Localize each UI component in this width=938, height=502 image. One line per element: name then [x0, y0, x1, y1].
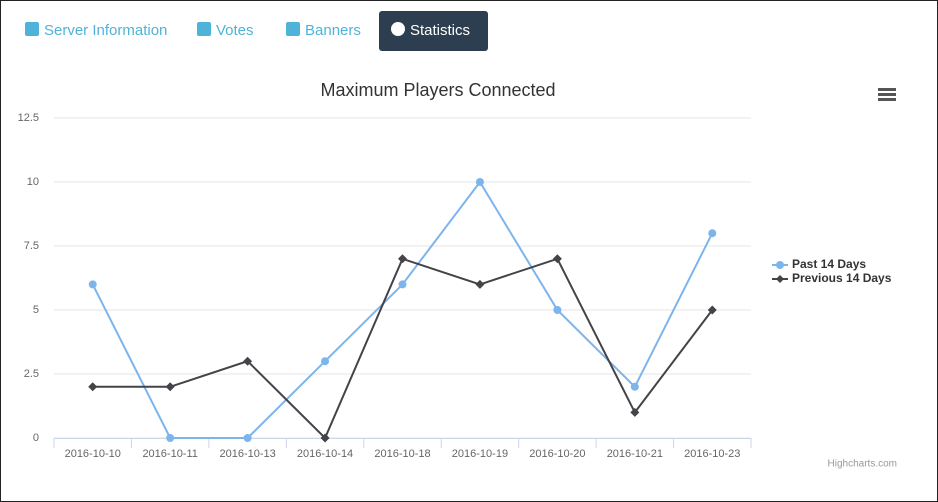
tab[interactable]: Votes [185, 11, 266, 51]
x-tick-label: 2016-10-18 [374, 448, 430, 460]
x-tick-label: 2016-10-23 [684, 448, 740, 460]
menu-bar [878, 88, 896, 91]
point [243, 434, 252, 442]
menu-button[interactable] [878, 88, 896, 101]
menu-bar [878, 98, 896, 101]
point [88, 382, 98, 392]
point [552, 254, 562, 264]
legend-marker [776, 275, 784, 283]
point [398, 254, 407, 264]
tab-icon [25, 22, 39, 36]
y-tick-label: 10 [27, 176, 39, 188]
legend-label[interactable]: Previous 14 Days [792, 271, 892, 285]
x-tick-label: 2016-10-20 [529, 448, 585, 460]
point [708, 229, 717, 238]
point [553, 306, 562, 314]
tab-icon [286, 22, 300, 36]
x-tick-label: 2016-10-10 [65, 448, 121, 460]
point [243, 356, 253, 366]
point [321, 357, 330, 366]
point [475, 279, 485, 289]
point [630, 382, 639, 391]
point [398, 280, 407, 289]
x-tick-label: 2016-10-21 [607, 448, 663, 460]
x-tick-label: 2016-10-14 [297, 448, 353, 460]
x-tick-label: 2016-10-13 [219, 448, 275, 460]
point [165, 382, 175, 392]
y-tick-label: 2.5 [24, 368, 39, 380]
tab-label: Votes [216, 22, 254, 39]
legend-marker [776, 261, 784, 269]
menu-bar [878, 93, 896, 96]
point [320, 433, 330, 443]
x-tick-label: 2016-10-19 [452, 448, 508, 460]
tab[interactable]: Banners [274, 11, 373, 51]
credits[interactable]: Highcharts.com [828, 459, 897, 470]
tab-label: Server Information [44, 22, 168, 39]
point [88, 280, 97, 289]
point [475, 178, 484, 186]
tab-label: Banners [305, 22, 361, 39]
tab-icon [197, 22, 211, 36]
y-tick-label: 0 [33, 432, 39, 444]
legend-label[interactable]: Past 14 Days [792, 257, 866, 271]
point [630, 407, 640, 417]
tab[interactable]: Statistics [379, 11, 488, 51]
point [707, 305, 717, 315]
tab-icon [391, 22, 405, 36]
point [166, 434, 175, 442]
y-tick-label: 12.5 [18, 112, 39, 124]
x-tick-label: 2016-10-11 [142, 448, 197, 460]
y-tick-label: 5 [33, 304, 39, 316]
tab[interactable]: Server Information [13, 11, 179, 51]
chart-title: Maximum Players Connected [320, 80, 555, 100]
tab-label: Statistics [410, 22, 471, 39]
y-tick-label: 7.5 [24, 240, 39, 252]
